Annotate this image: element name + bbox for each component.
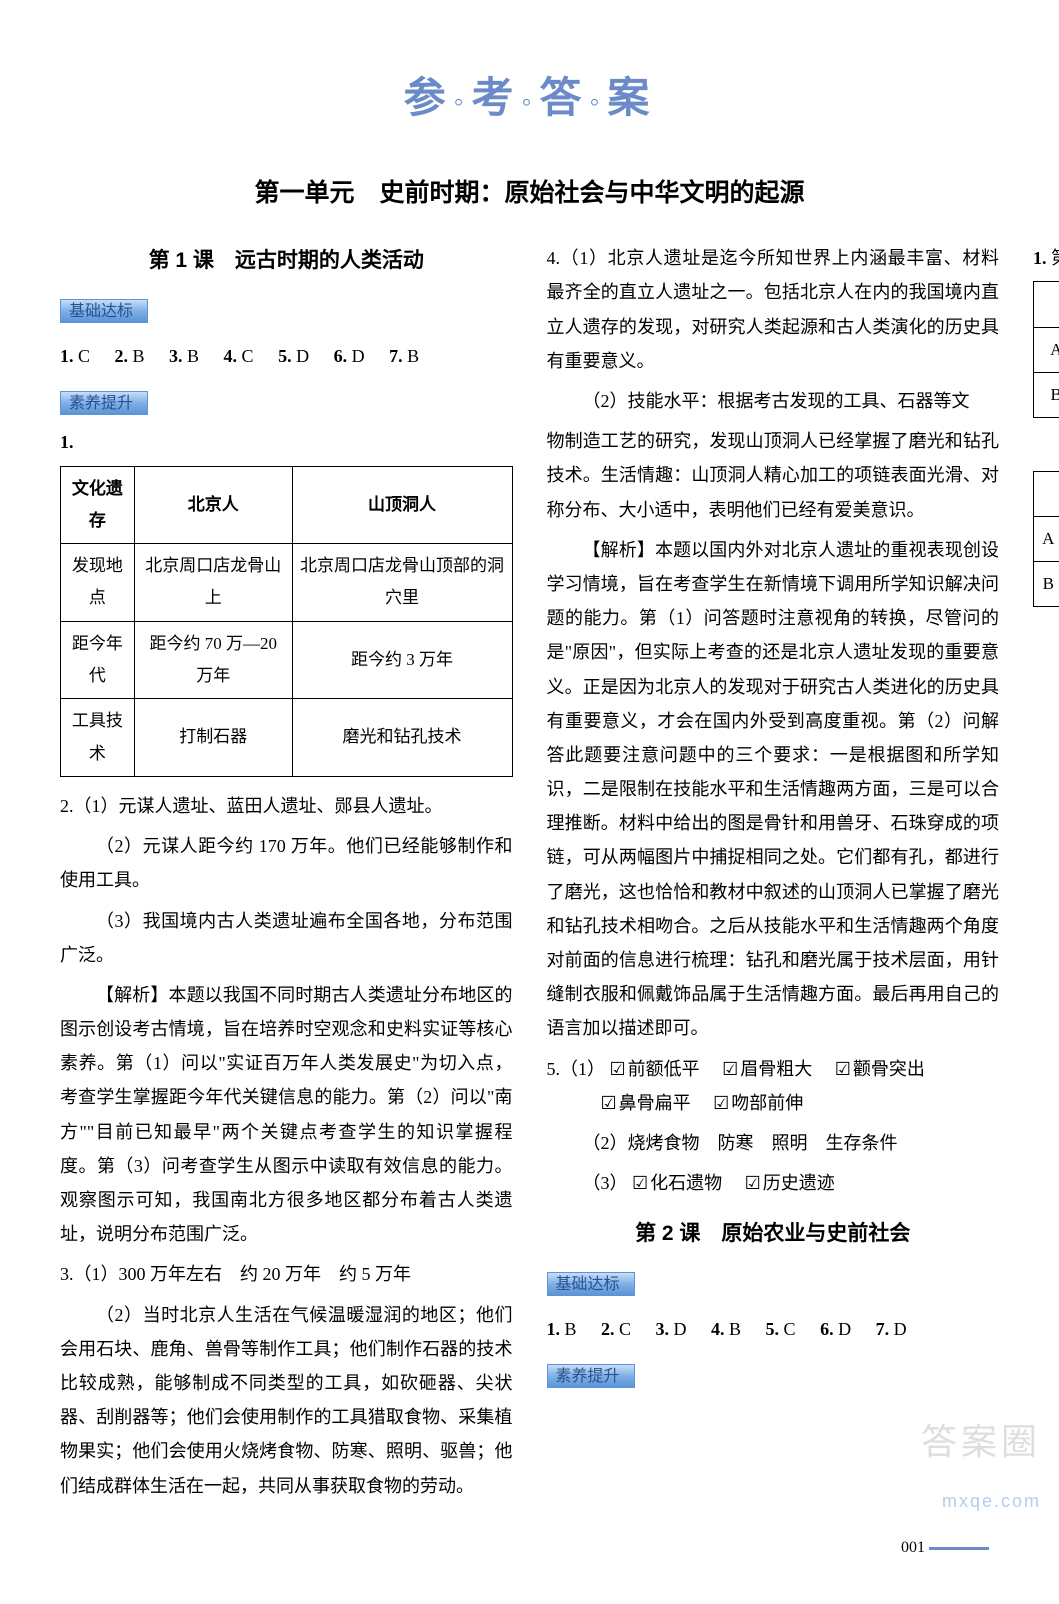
lesson1-q4-2a: （2）技能水平：根据考古发现的工具、石器等文	[547, 384, 1000, 418]
table-row: 距今年代 距今约 70 万—20 万年 距今约 3 万年	[61, 621, 513, 699]
badge-improve-2: 素养提升	[547, 1364, 635, 1388]
lesson2-basic-answers: 1. B 2. C 3. D 4. B 5. C 6. D 7. D	[547, 1312, 1000, 1346]
table-row: B 半坡 陶纺轮 纺织	[1034, 373, 1059, 418]
lesson1-basic-answers: 1. C 2. B 3. B 4. C 5. D 6. D 7. B	[60, 339, 513, 373]
unit-title: 第一单元 史前时期：原始社会与中华文明的起源	[60, 170, 999, 218]
check-item: 颧骨突出	[835, 1059, 925, 1079]
badge-basic: 基础达标	[60, 299, 148, 323]
lesson1-q5-1: 5.（1） 前额低平 眉骨粗大 颧骨突出 鼻骨扁平 吻部前伸	[547, 1052, 1000, 1120]
lesson1-q4-2b: 物制造工艺的研究，发现山顶洞人已经掌握了磨光和钻孔技术。生活情趣：山顶洞人精心加…	[547, 424, 1000, 527]
lesson2-q1-table2: 石器特点 所属时代 远古人类代表 A 打制石器 旧石器时代 北京人（或元谋人） …	[1033, 471, 1059, 608]
table-row: B 磨制石器 新石器时代 半坡人（或河姆渡人）	[1034, 562, 1059, 607]
table-row: A 河姆渡 骨耜 农业耕作	[1034, 327, 1059, 372]
lesson1-q1: 1. 文化遗存 北京人 山顶洞人 发现地点 北京周口店龙骨山上 北京周口店龙骨山…	[60, 425, 513, 777]
table-row: 工具技术 打制石器 磨光和钻孔技术	[61, 699, 513, 777]
lesson1-title: 第 1 课 远古时期的人类活动	[60, 241, 513, 281]
lesson1-q3-1: 3.（1）300 万年左右 约 20 万年 约 5 万年	[60, 1257, 513, 1291]
badge-improve: 素养提升	[60, 391, 148, 415]
lesson2-title: 第 2 课 原始农业与史前社会	[547, 1214, 1000, 1254]
lesson2-q1: 1. 第一组 出土地区 名称 用途 A 河姆渡 骨耜 农业耕作 B 半坡 陶纺轮…	[1033, 241, 1059, 607]
badge-basic-2: 基础达标	[547, 1272, 635, 1296]
lesson1-q5-2: （2）烧烤食物 防寒 照明 生存条件	[547, 1126, 1000, 1160]
table-row: A 打制石器 旧石器时代 北京人（或元谋人）	[1034, 516, 1059, 561]
lesson1-q2-2: （2）元谋人距今约 170 万年。他们已经能够制作和使用工具。	[60, 829, 513, 897]
table-row: 发现地点 北京周口店龙骨山上 北京周口店龙骨山顶部的洞穴里	[61, 544, 513, 622]
page-main-title: 参◦考◦答◦案	[60, 60, 999, 140]
page-number: 001	[60, 1533, 999, 1563]
check-item: 吻部前伸	[713, 1093, 803, 1113]
lesson1-q2-1: 2.（1）元谋人遗址、蓝田人遗址、郧县人遗址。	[60, 789, 513, 823]
lesson1-q2-analysis: 【解析】本题以我国不同时期古人类遗址分布地区的图示创设考古情境，旨在培养时空观念…	[60, 978, 513, 1252]
check-item: 眉骨粗大	[722, 1059, 812, 1079]
check-item: 鼻骨扁平	[601, 1093, 691, 1113]
lesson1-q4-1: 4.（1）北京人遗址是迄今所知世界上内涵最丰富、材料最齐全的直立人遗址之一。包括…	[547, 241, 1000, 378]
lesson1-q3-2: （2）当时北京人生活在气候温暖湿润的地区；他们会用石块、鹿角、兽骨等制作工具；他…	[60, 1298, 513, 1503]
check-item: 前额低平	[610, 1059, 700, 1079]
lesson1-q5-3: （3） 化石遗物 历史遗迹	[547, 1166, 1000, 1200]
check-item: 化石遗物	[632, 1173, 722, 1193]
check-item: 历史遗迹	[745, 1173, 835, 1193]
lesson1-q2-3: （3）我国境内古人类遗址遍布全国各地，分布范围广泛。	[60, 904, 513, 972]
lesson2-q1-table1: 出土地区 名称 用途 A 河姆渡 骨耜 农业耕作 B 半坡 陶纺轮 纺织	[1033, 281, 1059, 418]
lesson1-q4-analysis: 【解析】本题以国内外对北京人遗址的重视表现创设学习情境，旨在考查学生在新情境下调…	[547, 533, 1000, 1046]
lesson1-q1-table: 文化遗存 北京人 山顶洞人 发现地点 北京周口店龙骨山上 北京周口店龙骨山顶部的…	[60, 466, 513, 777]
